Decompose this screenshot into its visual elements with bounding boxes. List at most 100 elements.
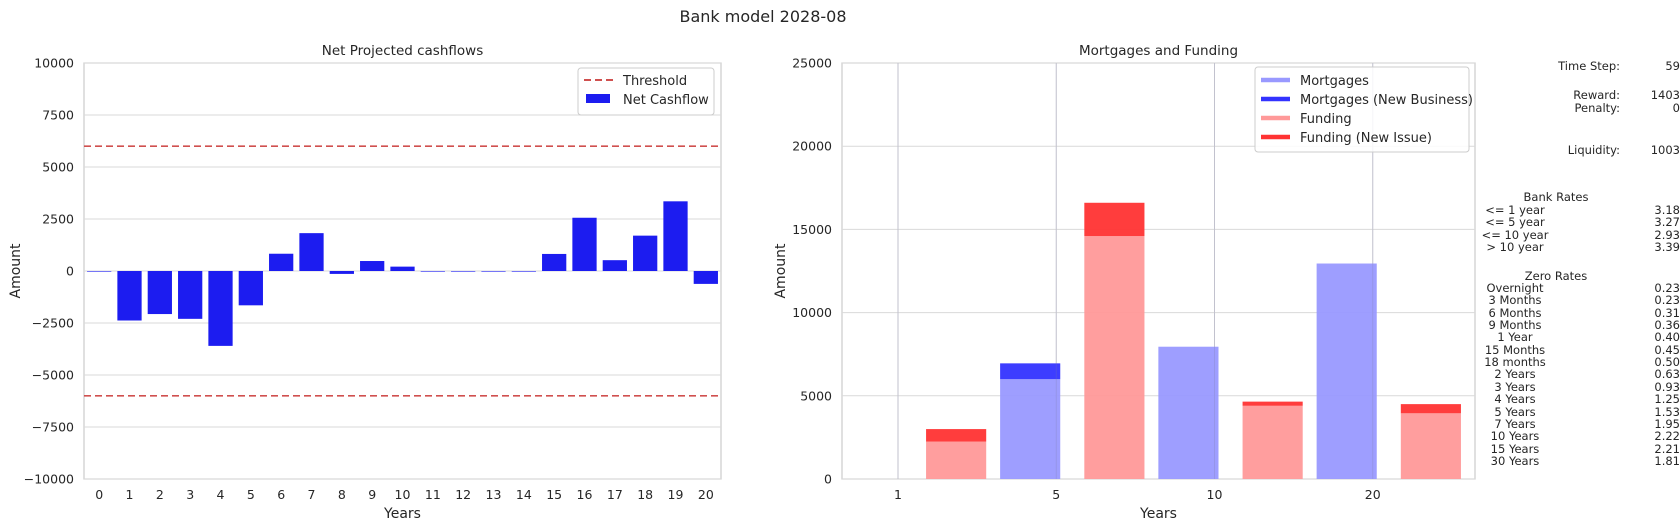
zero-rate-label: 7 Years <box>1494 416 1536 431</box>
chart1-bar <box>420 271 445 272</box>
chart1-xtick-label: 15 <box>546 487 562 502</box>
zero-rate-value: 0.36 <box>1654 318 1680 333</box>
zero-rate-row: 9 Months 0.36 <box>1480 319 1680 332</box>
chart2-bar-mortgages <box>1000 379 1061 479</box>
zero-rate-row: Overnight 0.23 <box>1480 282 1680 295</box>
chart1-bar <box>663 201 688 271</box>
chart2-xtick-label: 10 <box>1207 487 1223 502</box>
zero-rate-row: 3 Months 0.23 <box>1480 294 1680 307</box>
chart1-bar <box>572 217 597 271</box>
chart2-bar-funding <box>926 441 987 479</box>
chart1-bar <box>329 271 354 274</box>
zero-rate-row: 6 Months 0.31 <box>1480 305 1680 320</box>
chart1-bar <box>117 271 142 321</box>
chart1-bar <box>390 266 415 271</box>
chart2-legend-label: Mortgages <box>1300 74 1369 89</box>
zero-rate-label: Overnight <box>1486 281 1544 295</box>
chart2-xtick-label: 20 <box>1365 487 1381 502</box>
bank-rate-value: 3.39 <box>1654 240 1680 255</box>
chart2-ytick-label: 0 <box>824 472 832 487</box>
bank-rate-label: > 10 year <box>1486 240 1544 255</box>
chart1-ytick-label: 0 <box>66 264 74 279</box>
zero-rate-value: 0.23 <box>1654 293 1680 308</box>
chart2-bar-funding-new <box>1242 401 1303 406</box>
zero-rate-value: 1.25 <box>1654 392 1680 407</box>
time-step-label: Time Step: <box>1558 59 1620 73</box>
bank-rate-row: > 10 year 3.39 <box>1480 241 1680 254</box>
chart1-bar <box>269 253 294 271</box>
time-step-value: 59 <box>1665 59 1680 73</box>
zero-rate-label: 3 Years <box>1494 379 1536 394</box>
zero-rate-label: 30 Years <box>1490 453 1540 468</box>
chart1-ytick-label: 2500 <box>42 212 74 227</box>
zero-rate-value: 0.45 <box>1654 342 1680 357</box>
chart1-ytick-label: −10000 <box>24 472 74 487</box>
chart1-xtick-label: 0 <box>95 487 103 502</box>
chart1-xtick-label: 18 <box>637 487 653 502</box>
chart1-bar <box>693 271 718 284</box>
zero-rate-value: 0.40 <box>1654 330 1680 345</box>
bank-rate-row: <= 10 year 2.93 <box>1480 227 1680 242</box>
zero-rate-label: 1 Year <box>1497 330 1533 345</box>
zero-rate-value: 0.93 <box>1654 379 1680 394</box>
zero-rate-label: 3 Months <box>1488 293 1542 308</box>
chart2-ytick-label: 25000 <box>792 56 832 71</box>
chart2-bar-funding <box>1400 413 1461 479</box>
chart1-ytick-label: −2500 <box>32 316 74 331</box>
chart2-ytick-label: 5000 <box>800 388 832 403</box>
chart2-xlabel: Years <box>1139 506 1177 522</box>
liquidity-value: 1003 <box>1650 143 1680 157</box>
chart2-legend-label: Funding (New Issue) <box>1300 131 1432 146</box>
chart1-xtick-label: 7 <box>308 487 316 502</box>
mortgages-funding-chart: 25000 20000 15000 10000 5000 0 1 5 10 20 Mortgag… <box>773 43 1476 522</box>
chart1-xtick-label: 8 <box>338 487 346 502</box>
chart2-ytick-label: 10000 <box>792 305 832 320</box>
chart2-bar-funding-new <box>1400 404 1461 414</box>
bank-rate-label: <= 5 year <box>1485 215 1545 230</box>
chart2-legend-label: Funding <box>1300 112 1352 127</box>
bank-rate-label: <= 10 year <box>1481 227 1549 242</box>
reward-row: Reward: 1403 <box>1480 89 1680 102</box>
zero-rate-row: 30 Years 1.81 <box>1480 453 1680 468</box>
chart1-bar <box>360 261 385 271</box>
chart1-bar <box>511 271 536 272</box>
chart1-xtick-label: 19 <box>668 487 684 502</box>
chart1-xtick-label: 3 <box>186 487 194 502</box>
chart1-ytick-label: 7500 <box>42 108 74 123</box>
legend-net-cashflow-swatch <box>586 94 610 103</box>
zero-rate-row: 15 Months 0.45 <box>1480 342 1680 357</box>
chart1-title: Net Projected cashflows <box>322 43 483 59</box>
chart2-bar-mortgages-new <box>1000 363 1061 380</box>
chart2-bar-mortgages <box>1158 346 1219 479</box>
reward-value: 1403 <box>1650 88 1680 102</box>
zero-rate-row: 2 Years 0.63 <box>1480 368 1680 381</box>
chart1-xtick-label: 1 <box>126 487 134 502</box>
chart1-bar <box>481 271 506 272</box>
chart2-ytick-label: 20000 <box>792 139 832 154</box>
penalty-label: Penalty: <box>1574 101 1620 115</box>
chart1-xtick-label: 17 <box>607 487 623 502</box>
zero-rate-value: 1.81 <box>1654 453 1680 468</box>
zero-rate-label: 6 Months <box>1488 305 1542 320</box>
zero-rate-label: 4 Years <box>1494 392 1536 407</box>
zero-rate-label: 9 Months <box>1488 318 1542 333</box>
zero-rate-value: 0.31 <box>1654 305 1680 320</box>
chart1-xtick-label: 16 <box>577 487 593 502</box>
zero-rate-row: 3 Years 0.93 <box>1480 379 1680 394</box>
chart1-bar <box>299 233 324 271</box>
chart1-ytick-label: −5000 <box>32 368 74 383</box>
figure-title: Bank model 2028-08 <box>679 7 846 26</box>
zero-rate-row: 1 Year 0.40 <box>1480 331 1680 344</box>
zero-rate-row: 5 Years 1.53 <box>1480 405 1680 419</box>
chart2-legend: Mortgages Mortgages (New Business) Funding… <box>1254 66 1473 153</box>
zero-rates-title: Zero Rates <box>1524 269 1588 283</box>
chart1-bar <box>238 271 263 306</box>
zero-rate-value: 0.23 <box>1654 281 1680 295</box>
reward-label: Reward: <box>1573 88 1620 102</box>
chart2-xtick-label: 5 <box>1052 487 1060 502</box>
chart1-ytick-label: −7500 <box>32 420 74 435</box>
bank-rate-row: <= 5 year 3.27 <box>1480 216 1680 229</box>
legend-threshold-label: Threshold <box>622 74 687 89</box>
bank-rate-label: <= 1 year <box>1485 203 1545 217</box>
